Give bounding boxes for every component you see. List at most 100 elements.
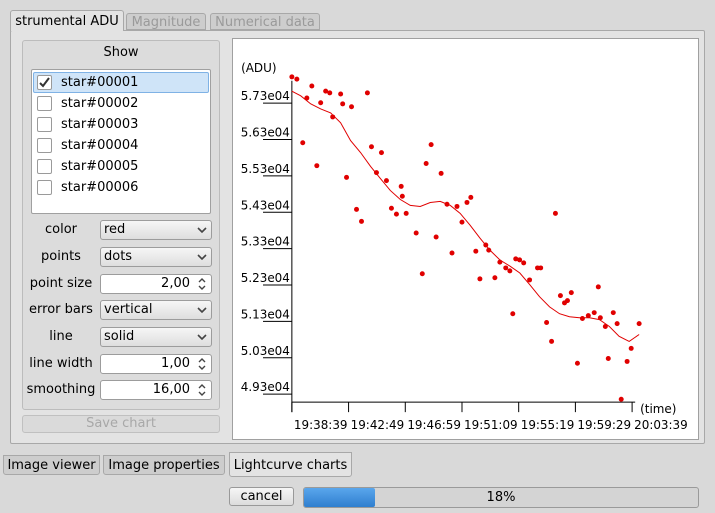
star-list	[31, 69, 211, 214]
checkbox[interactable]	[37, 180, 52, 195]
dropdown-arrow[interactable]	[197, 303, 207, 317]
bottom-tab[interactable]: Image properties	[103, 455, 225, 475]
check-mark	[39, 77, 50, 88]
x-tick-label: 19:42:49	[351, 418, 405, 432]
spin-arrows[interactable]	[197, 383, 207, 397]
chart: 4.93e04 5.03e04 5.13e04 5.23e04 5.33e04 5.43e…	[232, 38, 699, 440]
data-point	[338, 91, 344, 97]
spin-arrows[interactable]	[197, 277, 207, 291]
dropdown-arrow[interactable]	[197, 250, 207, 264]
combo-box[interactable]	[100, 327, 212, 347]
data-point	[557, 293, 563, 299]
bottom-tab[interactable]: Lightcurve charts	[229, 452, 352, 477]
star-label[interactable]: star#00001	[61, 75, 139, 90]
y-tick-label: 5.23e04	[241, 271, 290, 285]
star-label[interactable]: star#00006	[61, 180, 139, 195]
data-point	[624, 358, 630, 364]
save-button[interactable]: Save chart	[22, 415, 220, 433]
x-tick-label: 19:46:59	[407, 418, 461, 432]
tab[interactable]: strumental ADU	[10, 10, 124, 31]
data-point	[398, 183, 404, 189]
data-point	[513, 256, 519, 262]
data-point	[344, 174, 350, 180]
data-point	[318, 100, 324, 106]
spin-box[interactable]	[100, 380, 212, 400]
data-point	[327, 90, 333, 96]
data-point	[597, 315, 603, 321]
progress-label: 18%	[486, 490, 516, 505]
data-point	[605, 356, 611, 362]
y-axis-label: (ADU)	[241, 61, 276, 75]
data-point	[602, 324, 608, 329]
dropdown-arrow[interactable]	[197, 223, 207, 237]
spin-box[interactable]	[100, 274, 212, 294]
progress-bar	[303, 487, 699, 508]
data-point	[373, 170, 379, 176]
checkbox[interactable]	[37, 117, 52, 132]
checkbox[interactable]	[37, 75, 52, 90]
data-point	[433, 234, 439, 240]
star-label[interactable]: star#00005	[61, 159, 139, 174]
tab[interactable]: Magnitude	[126, 13, 206, 30]
data-point	[459, 219, 465, 225]
data-point	[610, 310, 616, 316]
data-point	[413, 230, 419, 236]
data-point	[521, 260, 527, 266]
data-point	[359, 218, 364, 224]
spin-arrows[interactable]	[197, 357, 207, 371]
data-point	[309, 83, 315, 89]
data-point	[340, 101, 346, 107]
data-point	[449, 250, 455, 256]
field-value: red	[104, 222, 126, 237]
cancel-button[interactable]: cancel	[229, 487, 294, 506]
data-point	[636, 321, 642, 327]
field-value: 2,00	[161, 276, 190, 291]
bottom-tab[interactable]: Image viewer	[3, 455, 100, 475]
field-label: line	[49, 329, 73, 344]
x-tick-label: 19:38:39	[294, 418, 348, 432]
star-label[interactable]: star#00003	[61, 117, 139, 132]
dropdown-arrow[interactable]	[197, 330, 207, 344]
data-point	[403, 210, 409, 216]
data-point	[507, 268, 513, 274]
data-point	[628, 345, 634, 351]
y-tick-label: 5.53e04	[241, 162, 290, 176]
x-axis-label: (time)	[640, 402, 676, 416]
combo-box[interactable]	[100, 247, 212, 267]
data-point	[464, 199, 470, 205]
data-point	[549, 338, 555, 344]
checkbox[interactable]	[37, 96, 52, 111]
star-label[interactable]: star#00002	[61, 96, 139, 111]
x-tick-label: 19:59:29	[577, 418, 631, 432]
star-label[interactable]: star#00004	[61, 138, 139, 153]
spin-box[interactable]	[100, 354, 212, 374]
checkbox[interactable]	[37, 138, 52, 153]
x-tick-label: 19:51:09	[464, 418, 518, 432]
data-point	[294, 76, 300, 82]
y-tick-label: 4.93e04	[241, 380, 290, 394]
selected-row	[33, 72, 209, 93]
field-value: solid	[104, 329, 135, 344]
data-point	[354, 206, 359, 212]
y-tick-label: 5.73e04	[241, 89, 290, 103]
progress-fill	[304, 488, 375, 507]
field-label: error bars	[29, 302, 93, 317]
checkbox[interactable]	[37, 159, 52, 174]
data-point	[538, 265, 544, 271]
y-tick-label: 5.33e04	[241, 235, 290, 249]
field-value: 16,00	[152, 382, 190, 397]
y-tick-label: 5.63e04	[241, 126, 290, 140]
data-point	[323, 88, 329, 94]
data-point	[383, 178, 389, 184]
data-point	[585, 313, 591, 319]
data-point	[579, 316, 585, 321]
data-point	[473, 248, 479, 254]
data-point	[618, 396, 624, 402]
tab[interactable]: Numerical data	[210, 13, 320, 30]
data-point	[527, 277, 533, 283]
combo-box[interactable]	[100, 300, 212, 320]
y-tick-label: 5.43e04	[241, 198, 290, 212]
data-point	[517, 257, 523, 263]
combo-box[interactable]	[100, 220, 212, 240]
